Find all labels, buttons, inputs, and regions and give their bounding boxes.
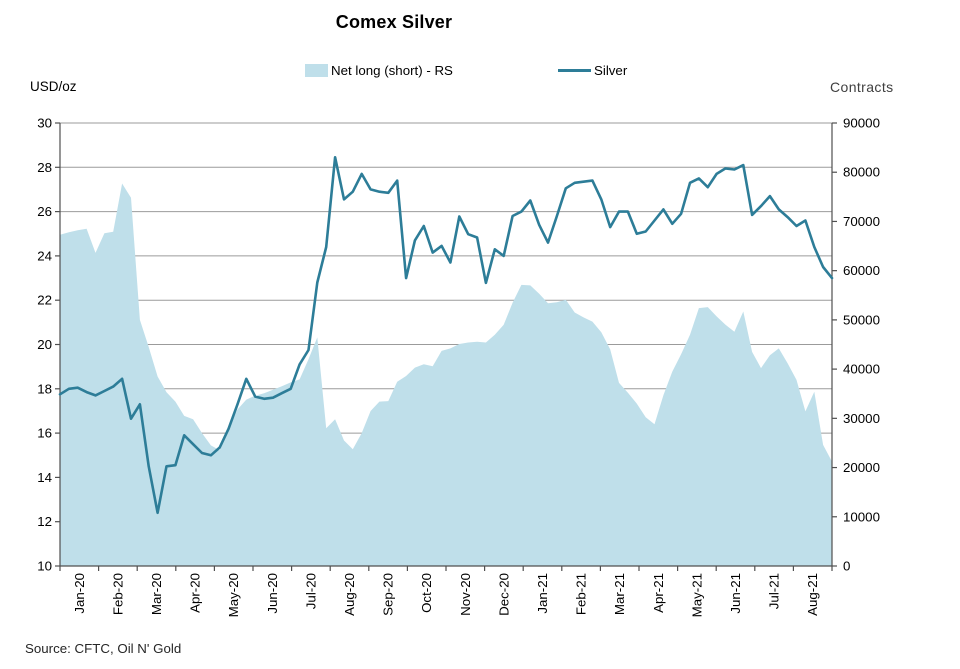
- month-label: Oct-20: [419, 573, 434, 613]
- chart-title: Comex Silver: [335, 12, 453, 32]
- month-label: May-20: [226, 573, 241, 617]
- month-label: Apr-21: [651, 573, 666, 613]
- line-swatch-icon: [558, 69, 591, 72]
- left-tick-label: 22: [37, 293, 52, 308]
- net-long-area: [60, 183, 832, 566]
- month-label: Dec-20: [496, 573, 511, 616]
- right-tick-label: 50000: [843, 312, 880, 327]
- month-label: Jul-20: [303, 573, 318, 609]
- month-label: Mar-20: [149, 573, 164, 615]
- legend-item-net-long: Net long (short) - RS: [305, 63, 453, 78]
- source-note: Source: CFTC, Oil N' Gold: [25, 641, 182, 656]
- month-label: May-21: [689, 573, 704, 617]
- legend-label-silver: Silver: [594, 63, 628, 78]
- left-tick-label: 20: [37, 337, 52, 352]
- right-tick-label: 10000: [843, 509, 880, 524]
- left-tick-label: 16: [37, 426, 52, 441]
- month-label: Jul-21: [767, 573, 782, 609]
- area-swatch-icon: [305, 64, 328, 77]
- month-label: Jun-21: [728, 573, 743, 614]
- month-label: Mar-21: [612, 573, 627, 615]
- legend-item-silver: Silver: [558, 63, 627, 78]
- month-label: Jan-20: [72, 573, 87, 614]
- left-tick-label: 14: [37, 470, 52, 485]
- right-tick-label: 30000: [843, 411, 880, 426]
- month-label: Nov-20: [458, 573, 473, 616]
- month-label: Sep-20: [381, 573, 396, 616]
- right-tick-label: 70000: [843, 214, 880, 229]
- silver-line: [58, 156, 834, 515]
- legend: Net long (short) - RS Silver: [0, 62, 960, 82]
- left-tick-label: 12: [37, 514, 52, 529]
- month-label: Jun-20: [265, 573, 280, 614]
- month-label: Aug-21: [805, 573, 820, 616]
- right-tick-label: 0: [843, 559, 850, 574]
- legend-label-net-long: Net long (short) - RS: [331, 63, 453, 78]
- month-label: Apr-20: [188, 573, 203, 613]
- right-tick-label: 20000: [843, 460, 880, 475]
- left-axis-unit: USD/oz: [30, 79, 77, 94]
- right-tick-label: 40000: [843, 362, 880, 377]
- right-axis-unit: Contracts: [830, 79, 894, 95]
- left-tick-label: 26: [37, 204, 52, 219]
- month-label: Feb-21: [574, 573, 589, 615]
- right-tick-label: 80000: [843, 165, 880, 180]
- month-label: Aug-20: [342, 573, 357, 616]
- left-tick-label: 18: [37, 381, 52, 396]
- month-label: Feb-20: [110, 573, 125, 615]
- right-tick-label: 90000: [843, 116, 880, 131]
- left-tick-label: 30: [37, 116, 52, 131]
- right-tick-label: 60000: [843, 263, 880, 278]
- left-tick-label: 10: [37, 559, 52, 574]
- left-tick-label: 28: [37, 160, 52, 175]
- left-tick-label: 24: [37, 248, 52, 263]
- month-label: Jan-21: [535, 573, 550, 614]
